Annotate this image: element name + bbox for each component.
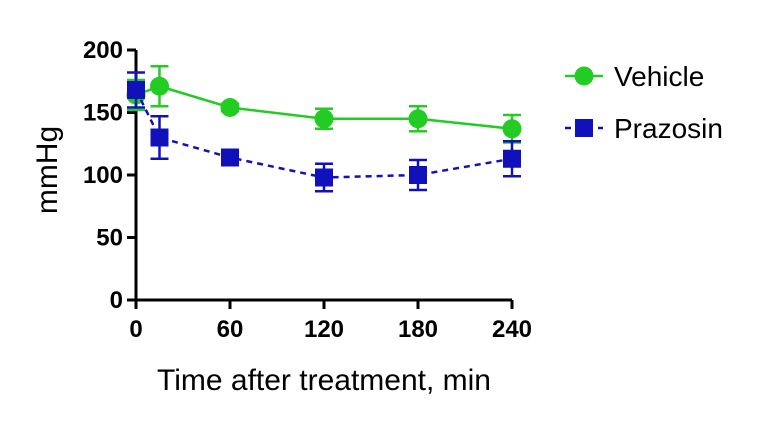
y-tick-label: 150 — [83, 100, 123, 127]
data-point — [150, 76, 169, 96]
series-prazosin — [127, 71, 521, 193]
legend-item-prazosin: Prazosin — [565, 113, 723, 144]
x-tick-label: 120 — [304, 316, 344, 343]
x-axis-title: Time after treatment, min — [157, 364, 491, 397]
legend-label: Vehicle — [614, 61, 704, 92]
ticks: 0 50 100 150 200 0 60 120 180 240 — [83, 37, 532, 343]
data-point — [408, 109, 428, 129]
x-tick-label: 0 — [129, 316, 142, 343]
series-vehicle — [126, 65, 522, 144]
x-tick-label: 180 — [398, 316, 438, 343]
legend: Vehicle Prazosin — [565, 61, 723, 144]
y-tick-label: 100 — [83, 162, 123, 189]
data-point — [220, 98, 240, 117]
data-point — [127, 81, 145, 99]
data-point — [150, 128, 169, 147]
x-tick-label: 240 — [492, 316, 532, 343]
legend-item-vehicle: Vehicle — [565, 61, 704, 92]
x-tick-label: 60 — [217, 316, 244, 343]
legend-label: Prazosin — [614, 113, 723, 144]
data-point — [315, 168, 333, 187]
data-point — [314, 109, 334, 129]
legend-marker — [574, 66, 594, 86]
data-point — [221, 148, 239, 167]
series-group — [126, 65, 522, 193]
y-tick-label: 200 — [83, 37, 123, 64]
y-tick-label: 50 — [96, 225, 123, 252]
y-axis-title: mmHg — [31, 126, 64, 214]
legend-marker — [575, 119, 593, 137]
data-point — [503, 149, 521, 168]
data-point — [502, 119, 522, 139]
y-tick-label: 0 — [110, 287, 123, 314]
data-point — [409, 166, 427, 184]
